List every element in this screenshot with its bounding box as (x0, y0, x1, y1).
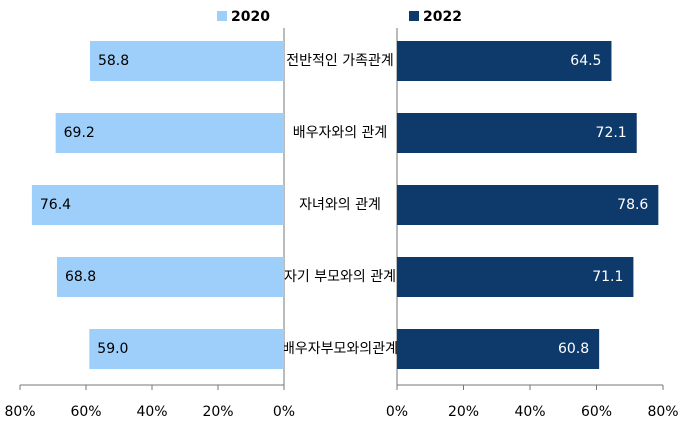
bar (55, 113, 284, 153)
data-label: 68.8 (65, 269, 96, 285)
category-label: 배우자부모와의관계 (282, 341, 398, 357)
x-tick-label: 60% (581, 404, 612, 420)
bar (397, 329, 600, 369)
x-tick-label: 60% (70, 404, 101, 420)
bar (397, 41, 612, 81)
x-tick-label: 40% (514, 404, 545, 420)
category-label: 배우자와의 관계 (293, 125, 388, 141)
legend-swatch (409, 11, 419, 21)
bar (397, 185, 659, 225)
x-tick-label: 20% (202, 404, 233, 420)
data-label: 69.2 (64, 125, 95, 141)
legend-label: 2022 (423, 9, 462, 25)
data-label: 64.5 (570, 53, 601, 69)
data-label: 58.8 (98, 53, 129, 69)
data-label: 76.4 (40, 197, 71, 213)
bar (89, 329, 284, 369)
bar (397, 257, 634, 297)
bar (56, 257, 285, 297)
x-tick-label: 0% (386, 404, 408, 420)
bar (397, 113, 637, 153)
x-tick-label: 80% (647, 404, 678, 420)
x-tick-label: 0% (273, 404, 295, 420)
category-label: 자녀와의 관계 (299, 197, 381, 213)
data-label: 59.0 (97, 341, 128, 357)
data-label: 78.6 (617, 197, 648, 213)
bar (31, 185, 284, 225)
data-label: 72.1 (596, 125, 627, 141)
x-tick-label: 20% (448, 404, 479, 420)
legend-label: 2020 (231, 9, 270, 25)
x-tick-label: 80% (4, 404, 35, 420)
category-label: 자기 부모와의 관계 (284, 269, 396, 285)
legend-swatch (217, 11, 227, 21)
bar (89, 41, 285, 81)
data-label: 71.1 (592, 269, 623, 285)
x-tick-label: 40% (136, 404, 167, 420)
category-label: 전반적인 가족관계 (286, 53, 394, 69)
data-label: 60.8 (558, 341, 589, 357)
